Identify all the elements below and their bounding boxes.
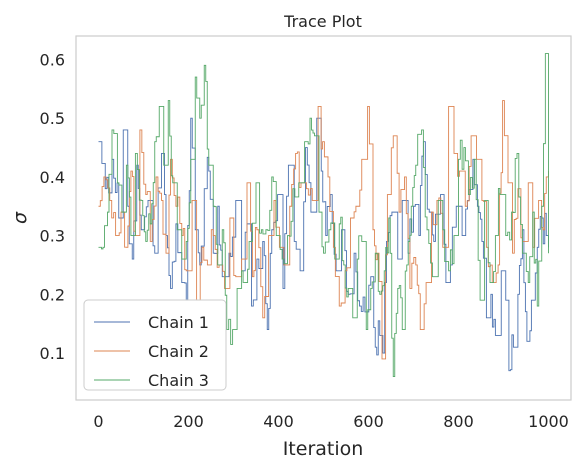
x-tick-label: 200	[173, 412, 204, 431]
x-tick-label: 400	[263, 412, 294, 431]
series-line-chain-1	[98, 117, 549, 372]
series-line-chain-3	[98, 53, 549, 377]
legend-label-chain-3: Chain 3	[148, 371, 209, 390]
x-tick-label: 600	[353, 412, 384, 431]
y-axis-title: σ	[9, 211, 31, 224]
y-axis-ticks: 0.1 0.2 0.3 0.4 0.5 0.6	[40, 50, 65, 363]
series-line-chain-2	[98, 100, 549, 360]
legend-label-chain-1: Chain 1	[148, 313, 209, 332]
y-tick-label: 0.1	[40, 344, 65, 363]
legend: Chain 1 Chain 2 Chain 3	[83, 299, 227, 391]
plot-frame	[75, 35, 572, 401]
y-tick-label: 0.6	[40, 50, 65, 69]
x-tick-label: 0	[93, 412, 103, 431]
x-axis-ticks: 0 200 400 600 800 1000	[93, 412, 569, 431]
y-tick-label: 0.3	[40, 227, 65, 246]
y-tick-label: 0.2	[40, 285, 65, 304]
x-tick-label: 800	[443, 412, 474, 431]
x-axis-title: Iteration	[283, 438, 364, 460]
series-group	[98, 53, 549, 377]
legend-label-chain-2: Chain 2	[148, 342, 209, 361]
y-tick-label: 0.5	[40, 109, 65, 128]
x-tick-label: 1000	[528, 412, 569, 431]
chart-title: Trace Plot	[283, 12, 362, 31]
y-tick-label: 0.4	[40, 168, 65, 187]
